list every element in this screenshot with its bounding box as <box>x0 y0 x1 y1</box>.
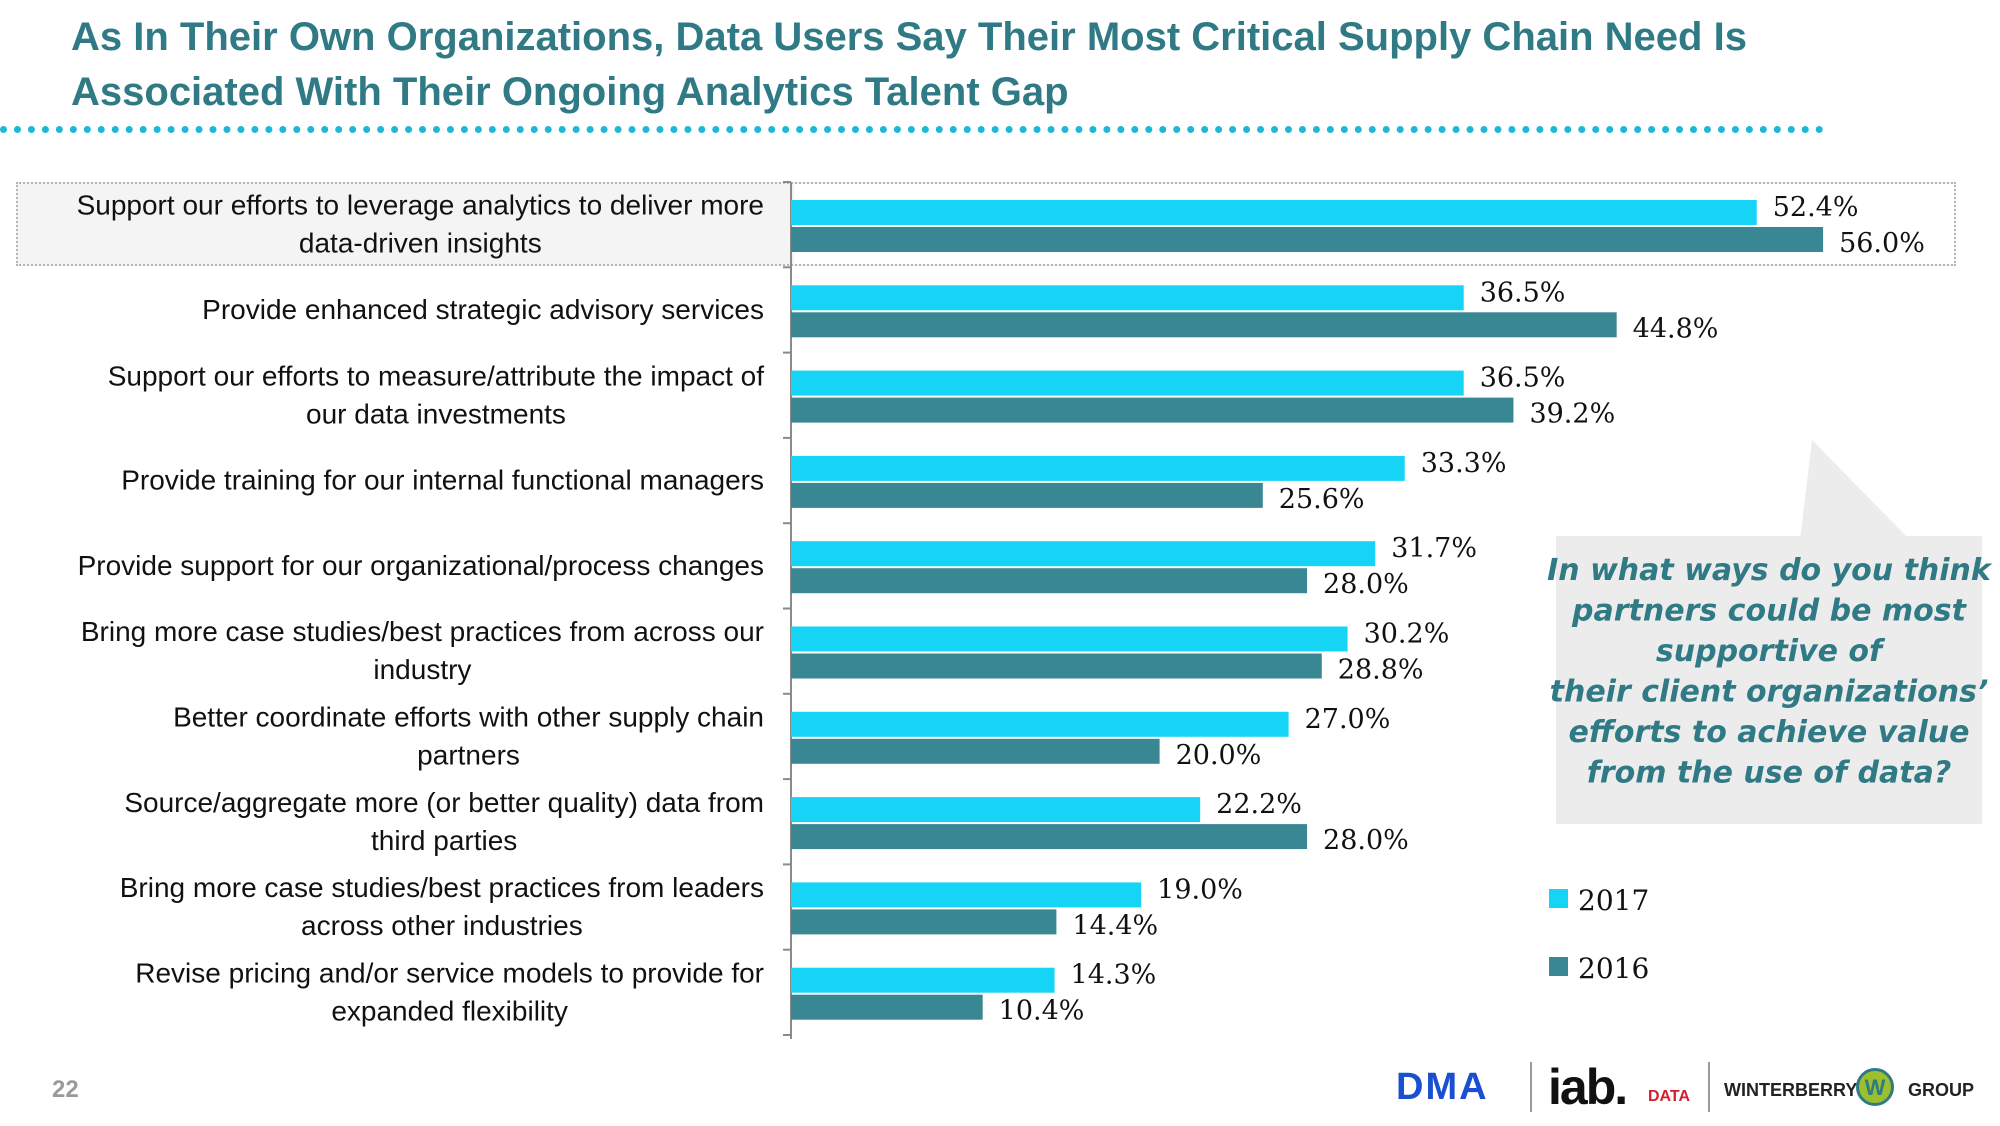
bar-2016 <box>791 994 983 1020</box>
bar-2016 <box>791 909 1057 935</box>
category-label: partners <box>417 739 520 770</box>
category-label: Better coordinate efforts with other sup… <box>173 701 764 732</box>
footer-logos: DMA iab. DATA WINTERBERRY W GROUP <box>1396 1059 1976 1116</box>
bar-2017 <box>791 626 1348 652</box>
bar-2016 <box>791 227 1824 252</box>
bar-2016 <box>791 397 1514 423</box>
chart-axis <box>783 181 792 1039</box>
callout-box <box>1556 536 1982 824</box>
legend-swatch-2017 <box>1549 889 1568 908</box>
value-label-2017: 31.7% <box>1391 533 1477 564</box>
logo-separator <box>1530 1062 1532 1112</box>
value-label-2016: 20.0% <box>1176 740 1262 771</box>
bar-2017 <box>791 370 1464 396</box>
chart-legend: 2017 2016 <box>1549 884 1649 985</box>
category-label: expanded flexibility <box>331 995 568 1026</box>
value-label-2016: 14.4% <box>1072 910 1158 941</box>
value-label-2016: 10.4% <box>999 996 1085 1027</box>
value-label-2017: 19.0% <box>1157 874 1243 905</box>
category-label: industry <box>373 654 471 685</box>
category-label: across other industries <box>301 910 583 941</box>
callout-bubble: In what ways do you think partners could … <box>1547 440 1993 824</box>
page-title: As In Their Own Organizations, Data User… <box>71 15 1747 114</box>
value-label-2017: 22.2% <box>1216 789 1302 820</box>
value-label-2017: 33.3% <box>1421 448 1507 479</box>
value-label-2017: 36.5% <box>1480 363 1566 394</box>
category-label: our data investments <box>306 398 566 429</box>
winterberry-logo: WINTERBERRY <box>1724 1080 1858 1100</box>
category-label: Provide training for our internal functi… <box>121 465 764 496</box>
bar-2016 <box>791 312 1617 338</box>
bar-2017 <box>791 797 1201 823</box>
category-label: Provide support for our organizational/p… <box>78 550 764 581</box>
callout-text-line: partners could be most <box>1571 594 1968 629</box>
legend-swatch-2016 <box>1549 957 1568 976</box>
category-label: Support our efforts to leverage analytic… <box>77 190 764 221</box>
value-label-2016: 28.0% <box>1323 569 1409 600</box>
title-divider <box>0 126 1824 133</box>
dma-logo: DMA <box>1396 1066 1489 1108</box>
category-label: Revise pricing and/or service models to … <box>135 957 764 988</box>
category-label: data-driven insights <box>299 228 542 259</box>
value-label-2016: 28.0% <box>1323 825 1409 856</box>
bar-2016 <box>791 568 1308 594</box>
value-label-2016: 39.2% <box>1529 399 1615 430</box>
logo-separator <box>1708 1062 1710 1112</box>
chart-labels: 52.4% 56.0% Support our efforts to leverag… <box>77 190 1925 1027</box>
iab-data-text: DATA <box>1648 1088 1691 1105</box>
value-label-2016: 44.8% <box>1633 313 1719 344</box>
bar-2017 <box>791 541 1376 567</box>
bar-2017 <box>791 967 1055 993</box>
bar-2016 <box>791 738 1160 764</box>
chart-bars <box>791 200 1824 1020</box>
bar-2016 <box>791 482 1263 508</box>
bar-2016 <box>791 653 1322 679</box>
category-label: Support our efforts to measure/attribute… <box>108 360 764 391</box>
category-label: Bring more case studies/best practices f… <box>81 616 764 647</box>
winterberry-w-icon: W <box>1856 1068 1894 1106</box>
callout-pointer <box>1800 440 1910 540</box>
value-label-2016: 28.8% <box>1338 655 1424 686</box>
bar-2016 <box>791 824 1308 850</box>
bar-2017 <box>791 455 1405 481</box>
category-label: Provide enhanced strategic advisory serv… <box>202 294 764 325</box>
legend-label-2017: 2017 <box>1578 884 1649 917</box>
callout-text-line: their client organizations’ <box>1550 675 1989 710</box>
bar-2017 <box>791 882 1142 908</box>
category-label: Source/aggregate more (or better quality… <box>124 787 764 818</box>
category-label: Bring more case studies/best practices f… <box>120 872 764 903</box>
callout-text-line: supportive of <box>1656 634 1886 669</box>
legend-label-2016: 2016 <box>1578 952 1649 985</box>
bar-2017 <box>791 711 1289 737</box>
value-label-2017: 27.0% <box>1305 704 1391 735</box>
value-label-2016: 56.0% <box>1839 228 1925 259</box>
value-label-2017: 14.3% <box>1071 960 1157 991</box>
value-label-2016: 25.6% <box>1279 484 1365 515</box>
page-number: 22 <box>52 1076 79 1103</box>
iab-logo: iab. <box>1548 1059 1628 1115</box>
group-text: GROUP <box>1908 1080 1975 1100</box>
category-label: third parties <box>371 825 517 856</box>
callout-text-line: In what ways do you think <box>1547 553 1993 588</box>
bar-2017 <box>791 285 1464 311</box>
value-label-2017: 52.4% <box>1773 192 1859 223</box>
value-label-2017: 36.5% <box>1480 277 1566 308</box>
callout-text-line: efforts to achieve value <box>1569 715 1970 750</box>
value-label-2017: 30.2% <box>1364 619 1450 650</box>
bar-2017 <box>791 200 1757 225</box>
callout-text-line: from the use of data? <box>1587 756 1951 791</box>
